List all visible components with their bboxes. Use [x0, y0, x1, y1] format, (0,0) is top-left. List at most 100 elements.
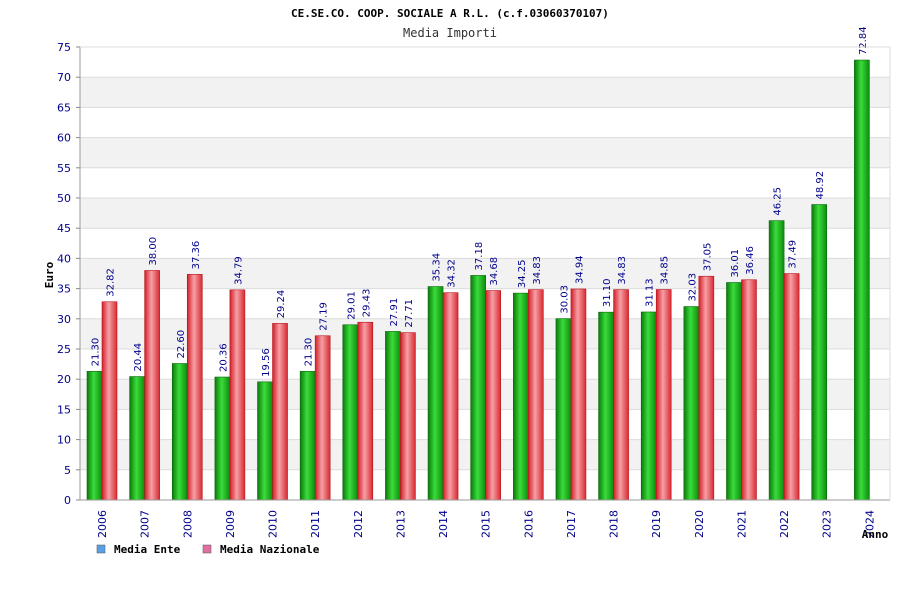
- bar-media-nazionale-2014: [442, 292, 459, 501]
- y-tick-label: 30: [57, 313, 71, 326]
- bar-media-ente-2012: [342, 324, 359, 501]
- bar-media-ente-2009: [214, 376, 231, 501]
- bar-media-nazionale-2016: [528, 289, 544, 501]
- data-label-media-nazionale-2011: 27.19: [319, 302, 330, 331]
- bar-media-nazionale-2010: [272, 323, 288, 501]
- bar-media-nazionale-2015: [485, 290, 501, 501]
- y-tick-label: 25: [57, 343, 71, 356]
- chart-subtitle: Media Importi: [403, 26, 497, 40]
- data-label-media-ente-2022: 46.25: [773, 187, 784, 216]
- bar-media-nazionale-2012: [357, 321, 374, 501]
- x-tick-label-2024: 2024: [863, 510, 876, 538]
- legend-swatch-media-nazionale: [202, 544, 212, 554]
- bar-media-ente-2014: [427, 286, 444, 501]
- y-tick-label: 50: [57, 192, 71, 205]
- bar-media-nazionale-2020: [698, 275, 715, 501]
- data-label-media-ente-2009: 20.36: [218, 343, 229, 372]
- bar-media-nazionale-2009: [229, 289, 246, 501]
- bar-media-nazionale-2022: [783, 273, 800, 501]
- data-label-media-ente-2013: 27.91: [389, 298, 400, 327]
- bar-media-nazionale-2021: [741, 279, 757, 501]
- bar-media-nazionale-2006: [101, 301, 118, 501]
- y-tick-label: 40: [57, 252, 71, 265]
- data-label-media-nazionale-2010: 29.24: [276, 290, 287, 319]
- y-tick-label: 55: [57, 162, 71, 175]
- bar-media-ente-2023: [811, 204, 828, 501]
- bar-media-nazionale-2013: [400, 332, 416, 501]
- bar-media-ente-2020: [683, 306, 700, 501]
- grid-band: [80, 47, 890, 78]
- legend-label-media-ente: Media Ente: [114, 543, 181, 556]
- data-label-media-nazionale-2014: 34.32: [447, 259, 458, 288]
- bar-media-ente-2019: [640, 311, 657, 501]
- x-tick-label-2013: 2013: [394, 510, 407, 538]
- bar-media-nazionale-2007: [144, 270, 160, 501]
- bar-media-ente-2022: [768, 220, 785, 501]
- data-label-media-ente-2010: 19.56: [261, 348, 272, 377]
- chart-title: CE.SE.CO. COOP. SOCIALE A R.L. (c.f.0306…: [291, 7, 609, 20]
- data-label-media-nazionale-2013: 27.71: [404, 299, 415, 328]
- x-tick-label-2006: 2006: [96, 510, 109, 538]
- bar-media-ente-2007: [129, 376, 145, 501]
- data-label-media-nazionale-2009: 34.79: [233, 256, 244, 285]
- x-tick-label-2021: 2021: [735, 510, 748, 538]
- bar-media-ente-2010: [257, 381, 273, 501]
- x-tick-label-2023: 2023: [821, 510, 834, 538]
- bar-media-nazionale-2018: [613, 289, 629, 501]
- x-tick-label-2010: 2010: [267, 510, 280, 538]
- data-label-media-nazionale-2019: 34.85: [660, 256, 671, 285]
- x-tick-label-2012: 2012: [352, 510, 365, 538]
- y-axis-label: Euro: [43, 261, 56, 288]
- bar-media-ente-2015: [470, 275, 486, 501]
- bar-media-nazionale-2011: [314, 335, 331, 501]
- data-label-media-ente-2019: 31.13: [645, 278, 656, 307]
- bar-media-nazionale-2008: [186, 274, 203, 501]
- x-tick-label-2016: 2016: [522, 510, 535, 538]
- data-label-media-nazionale-2008: 37.36: [191, 241, 202, 270]
- bar-media-nazionale-2017: [570, 288, 587, 501]
- data-label-media-ente-2012: 29.01: [346, 291, 357, 320]
- y-tick-label: 45: [57, 222, 71, 235]
- y-tick-label: 10: [57, 434, 71, 447]
- bar-media-ente-2021: [726, 282, 742, 501]
- x-tick-label-2007: 2007: [139, 510, 152, 538]
- data-label-media-nazionale-2020: 37.05: [702, 243, 713, 272]
- data-label-media-ente-2015: 37.18: [474, 242, 485, 271]
- x-tick-label-2022: 2022: [778, 510, 791, 538]
- bar-media-ente-2018: [598, 311, 614, 501]
- axes: 0 5 10 15 20 25 30 35 40 45 50 55 60 65 70 75 2006 2007 20…: [57, 41, 891, 538]
- grid-band: [80, 167, 890, 198]
- legend-swatch-media-ente: [96, 544, 106, 554]
- x-tick-label-2011: 2011: [309, 510, 322, 538]
- data-label-media-nazionale-2006: 32.82: [106, 268, 117, 297]
- y-tick-label: 5: [64, 464, 71, 477]
- data-label-media-ente-2014: 35.34: [432, 253, 443, 282]
- data-label-media-nazionale-2016: 34.83: [532, 256, 543, 285]
- x-tick-label-2020: 2020: [693, 510, 706, 538]
- data-label-media-ente-2017: 30.03: [559, 285, 570, 314]
- x-tick-label-2018: 2018: [608, 510, 621, 538]
- data-label-media-ente-2023: 48.92: [815, 171, 826, 200]
- x-tick-label-2008: 2008: [181, 510, 194, 538]
- data-label-media-ente-2018: 31.10: [602, 279, 613, 308]
- x-tick-label-2019: 2019: [650, 510, 663, 538]
- data-label-media-nazionale-2021: 36.46: [745, 246, 756, 275]
- grid-band: [80, 137, 890, 168]
- data-label-media-ente-2021: 36.01: [730, 249, 741, 278]
- grid-band: [80, 107, 890, 138]
- bars: [86, 59, 870, 501]
- bar-media-nazionale-2019: [655, 289, 672, 501]
- data-label-media-ente-2008: 22.60: [176, 330, 187, 359]
- data-label-media-nazionale-2015: 34.68: [489, 257, 500, 286]
- y-tick-label: 65: [57, 101, 71, 114]
- legend-label-media-nazionale: Media Nazionale: [220, 543, 320, 556]
- bar-media-ente-2008: [171, 363, 188, 501]
- x-tick-label-2015: 2015: [480, 510, 493, 538]
- data-label-media-ente-2011: 21.30: [304, 338, 315, 367]
- x-tick-label-2009: 2009: [224, 510, 237, 538]
- value-labels: 21.30 32.82 20.44 38.00 22.60 37.36 20.36 34.79…: [91, 26, 869, 376]
- bar-media-ente-2016: [513, 292, 529, 501]
- x-tick-label-2014: 2014: [437, 510, 450, 538]
- bar-media-ente-2006: [86, 371, 103, 501]
